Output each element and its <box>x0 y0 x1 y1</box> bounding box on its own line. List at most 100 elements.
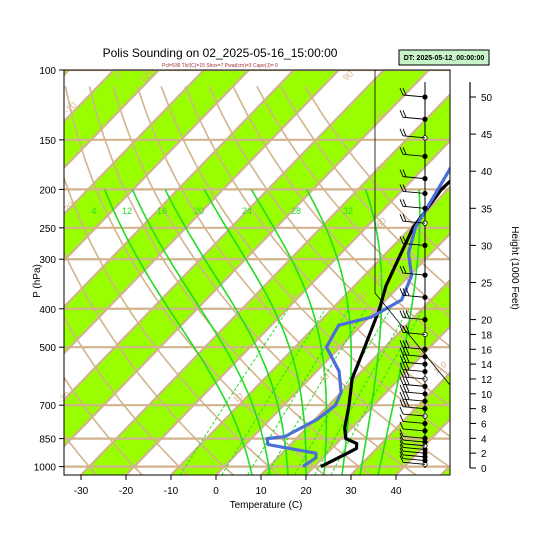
wind-barb-shaft <box>402 361 426 365</box>
wind-barb-flag <box>402 377 407 385</box>
wind-barb-shaft <box>402 435 426 439</box>
wind-barb-flag <box>405 288 410 296</box>
temperature-line <box>320 179 450 469</box>
wind-barb-flag <box>399 447 404 456</box>
wind-barb-flag <box>402 128 407 136</box>
wind-barb-flag <box>405 399 410 407</box>
dt-badge: DT: 2025-05-12_00:00:00 <box>398 49 490 66</box>
dry-adiabat <box>280 85 450 290</box>
wind-barb-shaft <box>402 398 426 402</box>
wind-barb-shaft <box>402 272 426 276</box>
y-axis-title: P (hPa) <box>32 264 43 298</box>
height-tick-label: 2 <box>481 449 487 460</box>
height-axis-title: Height (1000 Feet) <box>509 226 520 309</box>
y-tick-label: 150 <box>39 136 56 147</box>
y-tick-label: 400 <box>39 305 56 316</box>
wind-barb-flag <box>399 147 404 155</box>
dry-adiabat <box>208 86 450 377</box>
wind-barb-shaft <box>402 391 426 395</box>
adiabat-label: 60 <box>374 216 388 230</box>
height-tick-label: 4 <box>481 434 487 445</box>
y-tick-label: 300 <box>39 255 56 266</box>
height-tick-label: 45 <box>481 130 493 141</box>
wind-barb-flag <box>405 392 410 400</box>
dewpoint-line <box>265 165 450 468</box>
moist-adiabat <box>131 189 271 475</box>
isotherm-line <box>64 70 295 309</box>
wind-barb-shaft <box>402 331 426 335</box>
wind-barb-flag <box>402 184 407 192</box>
wind-barb-flag <box>402 236 407 244</box>
wind-barb-flag <box>399 440 404 448</box>
x-tick-label: 20 <box>300 486 312 497</box>
isotherm-line <box>80 93 450 475</box>
moist-adiabat <box>250 188 328 475</box>
wind-barb-flag <box>399 406 404 415</box>
wind-barb-flag <box>399 377 404 385</box>
y-tick-label: 700 <box>39 401 56 412</box>
wind-barb-flag <box>399 199 404 207</box>
dry-adiabat <box>64 250 234 475</box>
moist-adiabats <box>103 188 421 475</box>
moist-adiabat <box>359 189 383 475</box>
mixing-ratio-line <box>221 308 327 475</box>
wind-barb-flag <box>402 169 407 177</box>
wind-barb-flag <box>402 110 407 118</box>
wind-barb-flag <box>402 369 407 378</box>
wind-barb-shaft <box>402 176 426 180</box>
adiabat-label: 90 <box>341 69 355 83</box>
wind-barb-flag <box>399 310 404 318</box>
wind-barb-flag <box>399 265 404 274</box>
wind-barb-flag <box>405 310 410 318</box>
moist-adiabat <box>103 189 253 475</box>
wind-barb-flag <box>402 213 407 222</box>
x-tick-label: 0 <box>213 486 219 497</box>
height-tick-label: 35 <box>481 204 493 215</box>
wind-barb-shaft <box>402 413 426 417</box>
axes: -30 -20 -10 0 10 20 30 401001502002503004005007… <box>34 66 493 497</box>
dry-adiabat <box>160 86 450 438</box>
height-tick-label: 40 <box>481 167 493 178</box>
wind-barb-shaft <box>402 439 426 443</box>
dry-adiabat <box>112 86 417 475</box>
mixing-ratio-label: 28 <box>291 206 301 216</box>
mixing-ratio-line <box>179 308 289 475</box>
adiabat-label: 70 <box>374 161 388 175</box>
wind-barb-shaft <box>402 346 426 350</box>
wind-barb-shaft <box>402 447 426 450</box>
height-tick-label: 8 <box>481 405 487 416</box>
height-tick-label: 18 <box>481 330 493 341</box>
mixing-ratio-line <box>293 308 392 475</box>
wind-barb-flag <box>405 362 410 370</box>
plot-frame <box>63 69 451 476</box>
wind-barb-flag <box>399 184 404 192</box>
wind-barb-shaft <box>402 317 426 321</box>
wind-barb-flag <box>405 377 410 385</box>
wind-barb-flag <box>399 169 404 177</box>
adiabat-label: 40 <box>317 371 331 385</box>
y-tick-label: 200 <box>39 185 56 196</box>
wind-barb-shaft <box>402 205 426 209</box>
isotherm-line <box>64 70 430 448</box>
wind-barb-flag <box>399 325 404 333</box>
wind-barb-flag <box>399 236 404 244</box>
wind-barb-shaft <box>402 406 426 410</box>
height-tick-label: 12 <box>481 375 493 386</box>
y-tick-label: 850 <box>39 435 56 446</box>
moist-adiabat <box>377 189 421 475</box>
height-tick-label: 14 <box>481 360 493 371</box>
wind-barb-flag <box>399 429 404 437</box>
height-tick-label: 0 <box>481 464 487 475</box>
wind-barb-flag <box>402 362 407 370</box>
wind-barb-flag <box>402 265 407 274</box>
wind-barb-flag <box>399 369 404 378</box>
x-tick-label: -10 <box>164 486 179 497</box>
wind-barb-flag <box>402 87 407 96</box>
wind-barb-flag <box>399 414 404 422</box>
wind-barb-shaft <box>402 220 426 224</box>
mixing-ratio-line <box>266 308 367 475</box>
wind-barb-shaft <box>402 421 426 424</box>
dry-adiabat <box>64 376 143 475</box>
wind-barb-shaft <box>402 461 426 465</box>
wind-barb-flag <box>399 362 404 370</box>
